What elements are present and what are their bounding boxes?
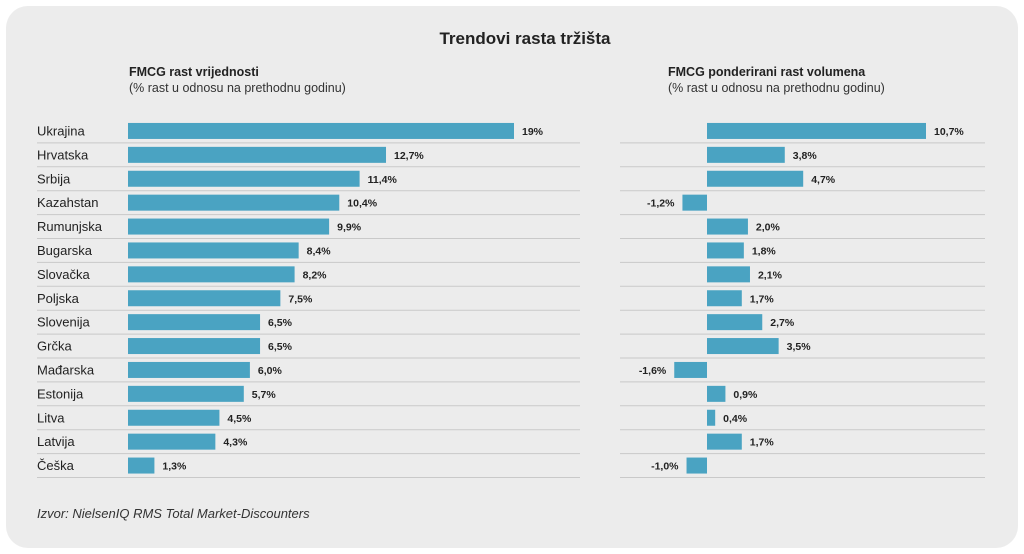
category-label: Poljska [37, 291, 80, 306]
volume-growth-bar [707, 146, 785, 163]
volume-growth-bar [707, 433, 742, 450]
volume-growth-label: 10,7% [934, 126, 964, 138]
volume-growth-label: 2,7% [770, 317, 795, 329]
volume-growth-label: 3,5% [787, 341, 812, 353]
volume-growth-bar [707, 242, 744, 259]
left-chart-title: FMCG rast vrijednosti [129, 65, 259, 79]
volume-growth-bar [707, 122, 926, 139]
volume-growth-bar [707, 385, 726, 402]
value-growth-bar [128, 385, 244, 402]
value-growth-label: 4,5% [227, 413, 252, 425]
volume-growth-label: 2,0% [756, 222, 781, 234]
category-label: Srbija [37, 171, 71, 186]
right-chart-subtitle: (% rast u odnosu na prethodnu godinu) [668, 81, 885, 95]
category-label: Kazahstan [37, 195, 98, 210]
category-label: Mađarska [37, 362, 95, 377]
value-growth-bar [128, 122, 514, 139]
volume-growth-bar [707, 409, 716, 426]
value-growth-bar [128, 314, 261, 331]
value-growth-bar [128, 361, 250, 378]
value-growth-label: 10,4% [347, 198, 377, 210]
value-growth-bar [128, 457, 155, 474]
value-growth-label: 8,4% [307, 245, 332, 257]
volume-growth-label: -1,6% [639, 365, 667, 377]
value-growth-label: 11,4% [368, 174, 398, 186]
volume-growth-label: 4,7% [811, 174, 836, 186]
volume-growth-label: 0,9% [733, 389, 758, 401]
category-label: Češka [37, 458, 75, 473]
value-growth-label: 4,3% [223, 437, 248, 449]
value-growth-bar [128, 194, 340, 211]
value-growth-bar [128, 218, 330, 235]
source-note: Izvor: NielsenIQ RMS Total Market-Discou… [37, 506, 310, 521]
category-label: Ukrajina [37, 123, 85, 138]
volume-growth-label: 1,8% [752, 245, 777, 257]
volume-growth-bar [707, 218, 748, 235]
category-label: Slovenija [37, 315, 91, 330]
volume-growth-bar [707, 266, 750, 283]
volume-growth-bar [686, 457, 707, 474]
value-growth-label: 7,5% [288, 293, 313, 305]
value-growth-label: 19% [522, 126, 544, 138]
value-growth-label: 8,2% [303, 269, 328, 281]
category-label: Rumunjska [37, 219, 103, 234]
value-growth-bar [128, 266, 295, 283]
volume-growth-bar [707, 290, 742, 307]
value-growth-bar [128, 433, 216, 450]
left-chart-subtitle: (% rast u odnosu na prethodnu godinu) [129, 81, 346, 95]
volume-growth-bar [707, 338, 779, 355]
chart-title: Trendovi rasta tržišta [439, 29, 611, 48]
value-growth-bar [128, 338, 261, 355]
volume-growth-label: 2,1% [758, 269, 783, 281]
category-label: Grčka [37, 339, 72, 354]
right-chart-title: FMCG ponderirani rast volumena [668, 65, 866, 79]
value-growth-label: 12,7% [394, 150, 424, 162]
volume-growth-label: -1,0% [651, 461, 679, 473]
volume-growth-label: 3,8% [793, 150, 818, 162]
category-label: Slovačka [37, 267, 91, 282]
value-growth-bar [128, 409, 220, 426]
volume-growth-label: 0,4% [723, 413, 748, 425]
volume-growth-label: 1,7% [750, 437, 775, 449]
value-growth-bar [128, 170, 360, 187]
volume-growth-label: 1,7% [750, 293, 775, 305]
category-label: Bugarska [37, 243, 93, 258]
volume-growth-bar [707, 170, 804, 187]
category-label: Litva [37, 410, 65, 425]
value-growth-label: 6,5% [268, 317, 293, 329]
value-growth-label: 6,0% [258, 365, 283, 377]
value-growth-label: 5,7% [252, 389, 277, 401]
value-growth-bar [128, 146, 387, 163]
value-growth-label: 1,3% [162, 461, 187, 473]
chart-rows: Ukrajina 19% 10,7% Hrvatska 12,7% 3,8% Srbija 1… [37, 122, 985, 478]
value-growth-label: 6,5% [268, 341, 293, 353]
value-growth-label: 9,9% [337, 222, 362, 234]
category-label: Hrvatska [37, 147, 89, 162]
volume-growth-bar [674, 361, 707, 378]
category-label: Latvija [37, 434, 75, 449]
value-growth-bar [128, 290, 281, 307]
category-label: Estonija [37, 386, 84, 401]
volume-growth-label: -1,2% [647, 198, 675, 210]
volume-growth-bar [682, 194, 707, 211]
volume-growth-bar [707, 314, 763, 331]
value-growth-bar [128, 242, 299, 259]
